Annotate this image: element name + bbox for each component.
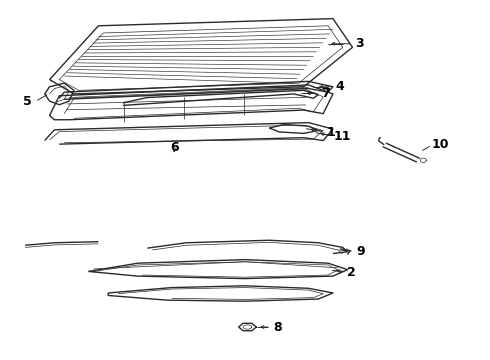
Text: 2: 2	[347, 266, 356, 279]
Text: 3: 3	[355, 37, 364, 50]
Text: 6: 6	[170, 141, 178, 154]
Text: 7: 7	[321, 87, 329, 100]
Text: 9: 9	[356, 245, 365, 258]
Text: 8: 8	[273, 321, 281, 334]
Text: 1: 1	[327, 126, 335, 139]
Text: 11: 11	[333, 130, 351, 144]
Text: 4: 4	[335, 80, 344, 93]
Text: 5: 5	[23, 95, 31, 108]
Text: 10: 10	[432, 138, 449, 150]
